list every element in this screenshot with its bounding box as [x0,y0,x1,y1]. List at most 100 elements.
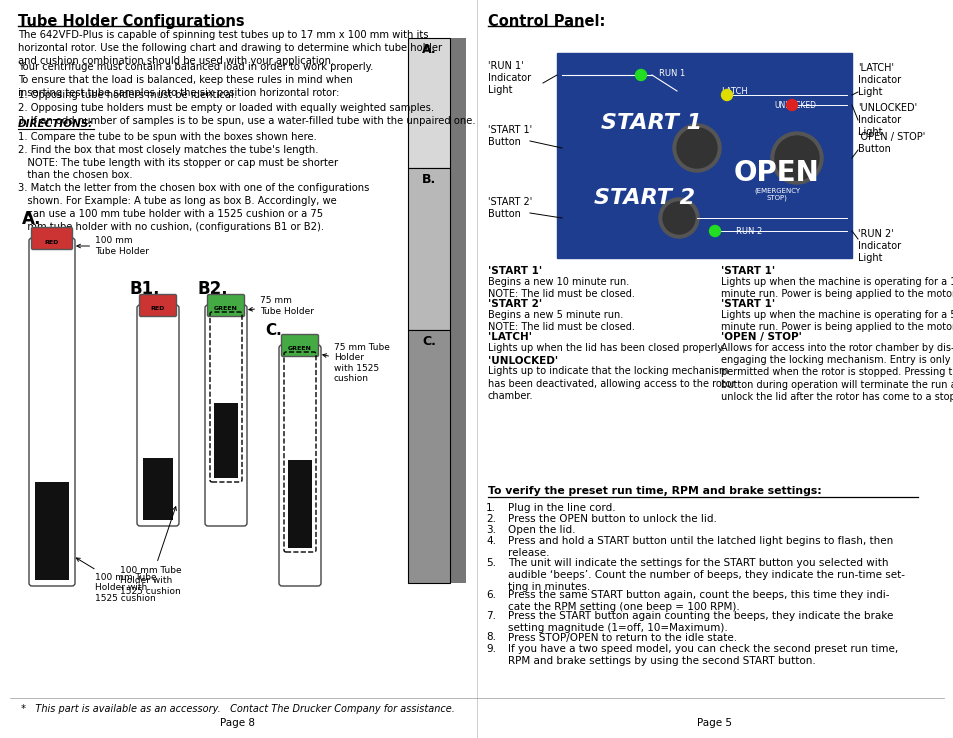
Circle shape [677,128,717,168]
Text: 'LATCH': 'LATCH' [488,332,532,342]
Text: 'RUN 1'
Indicator
Light: 'RUN 1' Indicator Light [488,61,531,94]
Circle shape [662,202,695,234]
Text: Page 8: Page 8 [220,718,255,728]
FancyBboxPatch shape [281,334,318,356]
Text: 9.: 9. [485,644,496,654]
Text: The 642VFD-Plus is capable of spinning test tubes up to 17 mm x 100 mm with its
: The 642VFD-Plus is capable of spinning t… [18,30,441,66]
Text: A.: A. [421,43,436,56]
Text: 4.: 4. [485,536,496,546]
FancyBboxPatch shape [139,294,176,317]
Text: 'UNLOCKED': 'UNLOCKED' [488,356,558,365]
Bar [408,38,450,168]
Text: 100 mm Tube
Holder with
1525 cushion: 100 mm Tube Holder with 1525 cushion [76,558,156,603]
Text: Press the same START button again, count the beeps, this time they indi-
cate th: Press the same START button again, count… [507,590,888,612]
Bar [288,460,312,548]
Text: B2.: B2. [198,280,229,298]
FancyBboxPatch shape [205,305,247,526]
Text: RED: RED [151,306,165,311]
Text: B1.: B1. [130,280,160,298]
FancyBboxPatch shape [278,345,320,586]
Circle shape [709,226,720,236]
Text: Press and hold a START button until the latched light begins to flash, then
rele: Press and hold a START button until the … [507,536,892,559]
Text: Plug in the line cord.: Plug in the line cord. [507,503,615,513]
Text: START 2: START 2 [594,188,695,208]
Circle shape [770,132,822,184]
Text: Press the START button again counting the beeps, they indicate the brake
setting: Press the START button again counting th… [507,611,892,633]
Text: OPEN: OPEN [734,159,819,187]
Bar [408,168,450,330]
Text: 'START 2'
Button: 'START 2' Button [488,197,532,218]
Bar [143,458,172,520]
FancyBboxPatch shape [208,294,244,317]
Text: 75 mm
Tube Holder: 75 mm Tube Holder [249,296,314,316]
Text: To verify the preset run time, RPM and brake settings:: To verify the preset run time, RPM and b… [488,486,821,496]
Text: C.: C. [421,335,436,348]
Text: GREEN: GREEN [288,347,312,351]
Circle shape [720,89,732,100]
Text: 'OPEN / STOP'
Button: 'OPEN / STOP' Button [857,132,924,154]
Text: A.: A. [22,210,42,228]
Bar [448,38,465,583]
Text: RED: RED [45,240,59,244]
Text: Allows for access into the rotor chamber by dis-
engaging the locking mechanism.: Allows for access into the rotor chamber… [720,343,953,402]
Bar [35,482,69,580]
FancyBboxPatch shape [29,238,75,586]
Text: 1. Compare the tube to be spun with the boxes shown here.
2. Find the box that m: 1. Compare the tube to be spun with the … [18,132,369,232]
Text: Control Panel:: Control Panel: [488,14,605,29]
Text: RUN 1: RUN 1 [659,69,684,77]
Text: 75 mm Tube
Holder
with 1525
cushion: 75 mm Tube Holder with 1525 cushion [322,343,390,383]
Circle shape [785,100,797,111]
Bar [408,330,450,583]
Circle shape [774,136,818,180]
Text: 'START 1': 'START 1' [720,299,774,309]
Text: 'START 1'
Button: 'START 1' Button [488,125,532,147]
Text: Begins a new 5 minute run.
NOTE: The lid must be closed.: Begins a new 5 minute run. NOTE: The lid… [488,310,634,332]
Text: Press STOP/OPEN to return to the idle state.: Press STOP/OPEN to return to the idle st… [507,632,737,643]
Text: 'RUN 2'
Indicator
Light: 'RUN 2' Indicator Light [857,230,901,263]
Text: Tube Holder Configurations: Tube Holder Configurations [18,14,244,29]
Text: RUN 2: RUN 2 [735,227,761,235]
Text: 100 mm Tube
Holder with
1525 cushion: 100 mm Tube Holder with 1525 cushion [120,507,181,596]
FancyBboxPatch shape [137,305,179,526]
FancyBboxPatch shape [31,227,72,249]
Text: *   This part is available as an accessory.   Contact The Drucker Company for as: * This part is available as an accessory… [18,704,455,714]
Text: GREEN: GREEN [213,306,237,311]
Text: Press the OPEN button to unlock the lid.: Press the OPEN button to unlock the lid. [507,514,716,524]
Text: 'START 1': 'START 1' [720,266,774,276]
Text: Open the lid.: Open the lid. [507,525,575,535]
Circle shape [635,69,646,80]
Text: B.: B. [421,173,436,186]
Circle shape [672,124,720,172]
Text: 'UNLOCKED'
Indicator
Light: 'UNLOCKED' Indicator Light [857,103,916,137]
Circle shape [659,198,699,238]
Text: If you have a two speed model, you can check the second preset run time,
RPM and: If you have a two speed model, you can c… [507,644,898,666]
Text: 8.: 8. [485,632,496,643]
Text: DIRECTIONS:: DIRECTIONS: [18,119,93,129]
Text: 2.: 2. [485,514,496,524]
Text: 'START 1': 'START 1' [488,266,541,276]
Text: Your centrifuge must contain a balanced load in order to work properly.
To ensur: Your centrifuge must contain a balanced … [18,62,373,97]
Bar [557,53,851,258]
Text: Page 5: Page 5 [697,718,732,728]
Text: 1. Opposing tube holders must be identical.
2. Opposing tube holders must be emp: 1. Opposing tube holders must be identic… [18,90,476,125]
Text: C.: C. [265,323,281,338]
Text: 5.: 5. [485,557,496,568]
Text: LATCH: LATCH [720,86,747,95]
Text: 3.: 3. [485,525,496,535]
Text: 7.: 7. [485,611,496,621]
Text: 6.: 6. [485,590,496,599]
Text: The unit will indicate the settings for the START button you selected with
audib: The unit will indicate the settings for … [507,557,904,593]
Text: Lights up to indicate that the locking mechanism
has been deactivated, allowing : Lights up to indicate that the locking m… [488,367,735,401]
Text: 'OPEN / STOP': 'OPEN / STOP' [720,332,801,342]
Text: UNLOCKED: UNLOCKED [773,100,815,109]
Text: 'LATCH'
Indicator
Light: 'LATCH' Indicator Light [857,63,901,97]
Text: 100 mm
Tube Holder: 100 mm Tube Holder [77,236,149,255]
Text: Lights up when the lid has been closed properly.: Lights up when the lid has been closed p… [488,343,724,353]
Bar [213,403,237,478]
Text: Begins a new 10 minute run.
NOTE: The lid must be closed.: Begins a new 10 minute run. NOTE: The li… [488,277,634,299]
Text: 'START 2': 'START 2' [488,299,541,309]
Text: (EMERGENCY
STOP): (EMERGENCY STOP) [753,187,800,201]
Text: START 1: START 1 [600,113,701,133]
Text: Lights up when the machine is operating for a 5
minute run. Power is being appli: Lights up when the machine is operating … [720,310,953,332]
Text: 1.: 1. [485,503,496,513]
